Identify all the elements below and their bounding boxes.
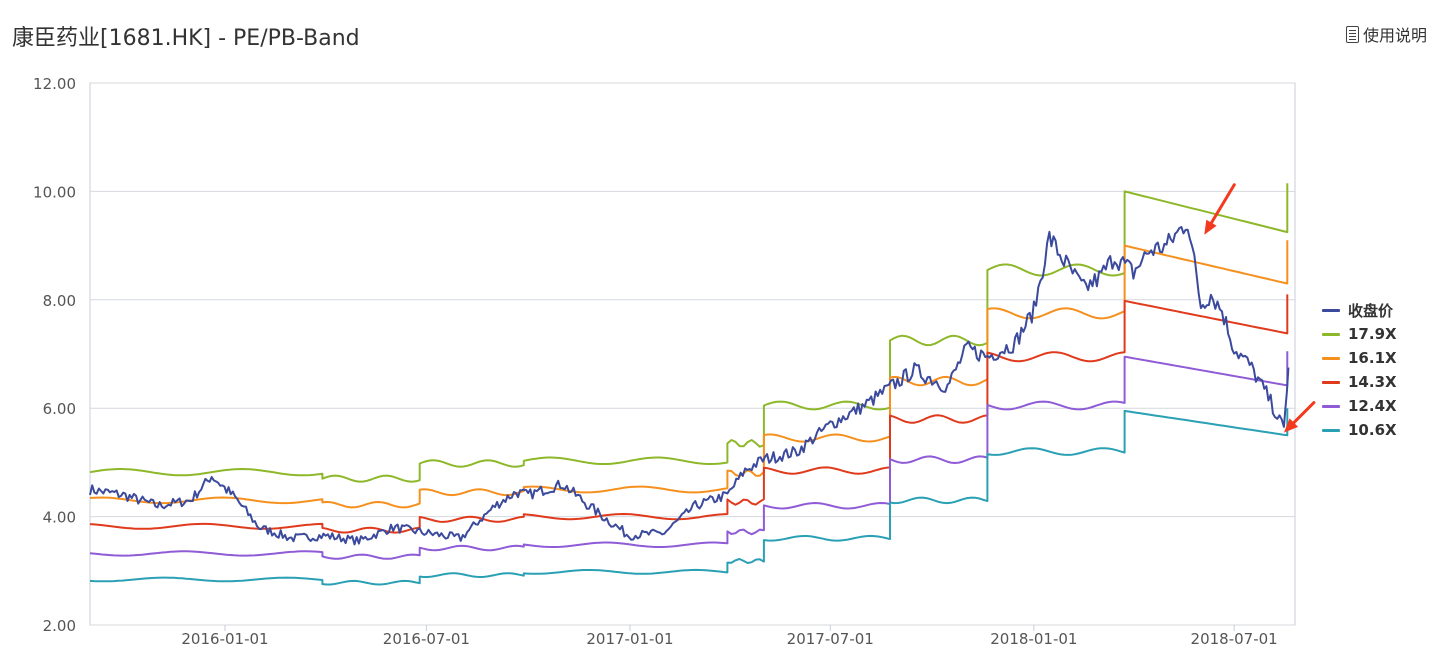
legend-item[interactable]: 12.4X: [1322, 394, 1397, 418]
legend-item[interactable]: 16.1X: [1322, 346, 1397, 370]
y-tick-label: 10.00: [33, 183, 76, 201]
legend-label: 收盘价: [1348, 301, 1394, 320]
legend-label: 16.1X: [1348, 349, 1397, 367]
x-tick-label: 2016-07-01: [383, 630, 470, 648]
legend-item[interactable]: 收盘价: [1322, 298, 1397, 322]
legend-label: 17.9X: [1348, 325, 1397, 343]
x-tick-label: 2017-01-01: [586, 630, 673, 648]
annotation-arrow-shaft: [1209, 183, 1236, 225]
y-tick-label: 4.00: [43, 509, 76, 527]
annotation-arrow-head: [1283, 418, 1299, 433]
legend-item[interactable]: 14.3X: [1322, 370, 1397, 394]
legend-item[interactable]: 17.9X: [1322, 322, 1397, 346]
y-tick-label: 6.00: [43, 400, 76, 418]
x-tick-label: 2018-01-01: [990, 630, 1077, 648]
legend-swatch: [1322, 356, 1340, 360]
annotation-arrow-shaft: [1292, 401, 1316, 425]
y-tick-label: 8.00: [43, 292, 76, 310]
help-label: 使用说明: [1362, 26, 1427, 45]
legend-label: 10.6X: [1348, 421, 1397, 439]
legend-label: 14.3X: [1348, 373, 1397, 391]
band-line-10.6X: [89, 408, 1289, 586]
band-line-12.4X: [89, 351, 1289, 560]
y-tick-label: 12.00: [33, 75, 76, 93]
band-line-16.1X: [89, 240, 1289, 509]
legend-item[interactable]: 10.6X: [1322, 418, 1397, 442]
page-title: 康臣药业[1681.HK] - PE/PB-Band: [12, 26, 360, 51]
annotation-arrow-head: [1204, 219, 1217, 235]
y-tick-label: 2.00: [43, 617, 76, 635]
help-link[interactable]: 使用说明: [1345, 22, 1427, 46]
legend-label: 12.4X: [1348, 397, 1397, 415]
legend-swatch: [1322, 332, 1340, 336]
x-tick-label: 2017-07-01: [787, 630, 874, 648]
band-line-14.3X: [89, 294, 1289, 534]
legend-swatch: [1322, 428, 1340, 432]
legend-swatch: [1322, 308, 1340, 312]
x-tick-label: 2018-07-01: [1191, 630, 1278, 648]
x-tick-label: 2016-01-01: [181, 630, 268, 648]
chart-legend: 收盘价 17.9X 16.1X 14.3X 12.4X 10.6X: [1322, 298, 1397, 442]
legend-swatch: [1322, 380, 1340, 384]
document-icon: [1345, 25, 1359, 43]
legend-swatch: [1322, 404, 1340, 408]
price-line: [89, 226, 1290, 546]
band-line-17.9X: [89, 183, 1289, 483]
